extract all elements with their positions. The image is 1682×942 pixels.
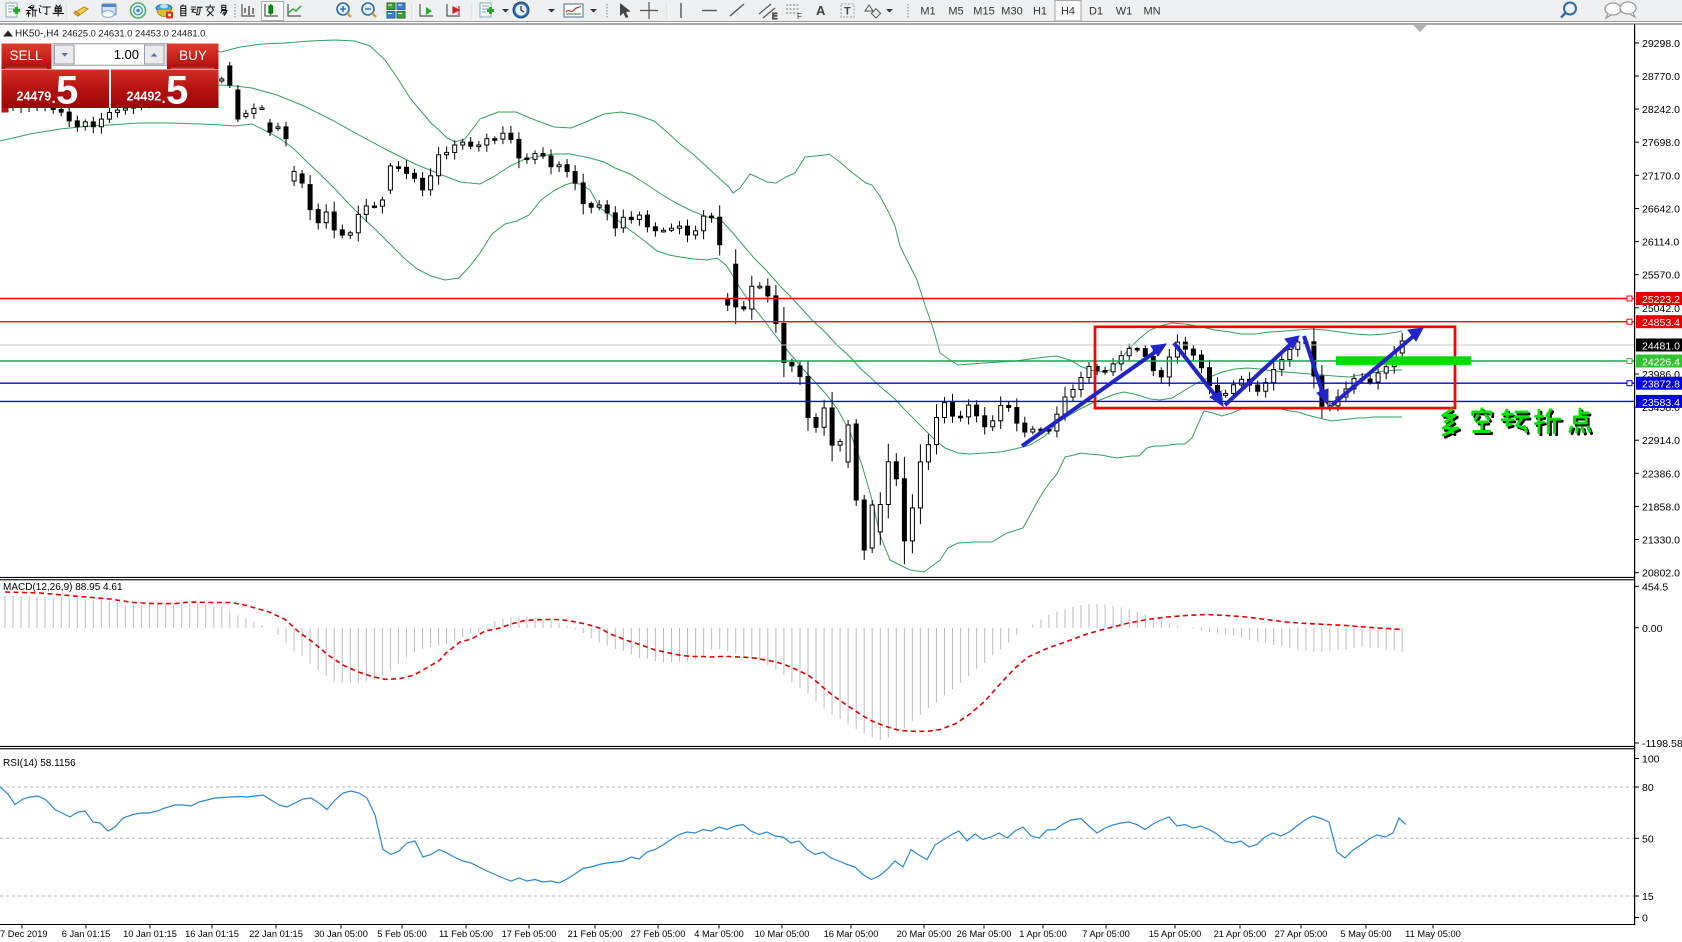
svg-text:MN: MN <box>1143 6 1160 18</box>
svg-text:26114.0: 26114.0 <box>1642 237 1679 249</box>
svg-text:27 Apr 05:00: 27 Apr 05:00 <box>1275 929 1328 939</box>
svg-text:30 Jan 05:00: 30 Jan 05:00 <box>314 929 368 939</box>
svg-text:SELL: SELL <box>9 48 43 63</box>
svg-text:28770.0: 28770.0 <box>1642 71 1680 83</box>
svg-text:HK50-,H4: HK50-,H4 <box>15 29 59 40</box>
svg-text:-1198.58: -1198.58 <box>1642 738 1682 750</box>
svg-text:F: F <box>797 12 802 21</box>
svg-text:6 Jan 01:15: 6 Jan 01:15 <box>62 929 111 939</box>
svg-text:M5: M5 <box>948 6 963 18</box>
svg-text:BUY: BUY <box>179 48 207 63</box>
svg-text:MACD(12,26,9) 88.95 4.61: MACD(12,26,9) 88.95 4.61 <box>3 582 123 593</box>
svg-text:21 Feb 05:00: 21 Feb 05:00 <box>568 929 623 939</box>
svg-text:5: 5 <box>166 69 188 113</box>
svg-text:11 May 05:00: 11 May 05:00 <box>1405 929 1461 939</box>
svg-text:.: . <box>52 90 56 107</box>
svg-text:T: T <box>844 6 851 18</box>
svg-text:20802.0: 20802.0 <box>1642 568 1680 580</box>
svg-text:4 Mar 05:00: 4 Mar 05:00 <box>694 929 744 939</box>
svg-text:24479: 24479 <box>17 90 52 104</box>
svg-text:7 Apr 05:00: 7 Apr 05:00 <box>1082 929 1130 939</box>
svg-text:H1: H1 <box>1033 6 1047 18</box>
svg-text:22386.0: 22386.0 <box>1642 468 1680 480</box>
svg-text:.: . <box>162 90 166 107</box>
svg-text:25570.0: 25570.0 <box>1642 270 1680 282</box>
svg-text:24853.4: 24853.4 <box>1642 317 1680 329</box>
svg-text:80: 80 <box>1642 782 1654 794</box>
svg-text:5 Feb 05:00: 5 Feb 05:00 <box>377 929 427 939</box>
svg-text:5 May 05:00: 5 May 05:00 <box>1340 929 1391 939</box>
svg-text:0.00: 0.00 <box>1642 623 1663 635</box>
svg-text:25223.2: 25223.2 <box>1642 294 1680 306</box>
svg-text:H4: H4 <box>1061 6 1075 18</box>
svg-text:10 Jan 01:15: 10 Jan 01:15 <box>123 929 177 939</box>
svg-text:23583.4: 23583.4 <box>1642 397 1680 409</box>
svg-text:24226.4: 24226.4 <box>1642 357 1680 369</box>
svg-text:M30: M30 <box>1001 6 1022 18</box>
svg-text:W1: W1 <box>1116 6 1133 18</box>
svg-text:27 Feb 05:00: 27 Feb 05:00 <box>631 929 686 939</box>
svg-text:A: A <box>816 3 826 18</box>
svg-text:1.00: 1.00 <box>114 47 139 62</box>
svg-text:24481.0: 24481.0 <box>1642 341 1680 353</box>
svg-text:7 Dec 2019: 7 Dec 2019 <box>0 929 48 939</box>
svg-text:21330.0: 21330.0 <box>1642 535 1680 547</box>
svg-text:RSI(14) 58.1156: RSI(14) 58.1156 <box>3 758 76 769</box>
svg-text:50: 50 <box>1642 833 1654 845</box>
svg-text:100: 100 <box>1642 754 1660 766</box>
svg-text:5: 5 <box>56 69 78 113</box>
svg-text:15 Apr 05:00: 15 Apr 05:00 <box>1149 929 1202 939</box>
svg-text:29298.0: 29298.0 <box>1642 38 1680 50</box>
svg-text:21 Apr 05:00: 21 Apr 05:00 <box>1214 929 1267 939</box>
svg-text:27698.0: 27698.0 <box>1642 137 1680 149</box>
svg-text:22914.0: 22914.0 <box>1642 435 1680 447</box>
svg-text:27170.0: 27170.0 <box>1642 170 1680 182</box>
svg-text:20 Mar 05:00: 20 Mar 05:00 <box>897 929 952 939</box>
svg-text:D1: D1 <box>1089 6 1103 18</box>
svg-text:16 Jan 01:15: 16 Jan 01:15 <box>185 929 239 939</box>
svg-text:M15: M15 <box>973 6 994 18</box>
svg-text:26 Mar 05:00: 26 Mar 05:00 <box>957 929 1012 939</box>
svg-text:28242.0: 28242.0 <box>1642 104 1680 116</box>
svg-text:24492: 24492 <box>127 90 162 104</box>
svg-text:1 Apr 05:00: 1 Apr 05:00 <box>1019 929 1067 939</box>
svg-text:11 Feb 05:00: 11 Feb 05:00 <box>439 929 493 939</box>
svg-text:17 Feb 05:00: 17 Feb 05:00 <box>502 929 557 939</box>
svg-text:22 Jan 01:15: 22 Jan 01:15 <box>249 929 303 939</box>
svg-text:E: E <box>772 12 777 21</box>
svg-text:10 Mar 05:00: 10 Mar 05:00 <box>755 929 810 939</box>
svg-text:23872.8: 23872.8 <box>1642 379 1680 391</box>
svg-text:454.5: 454.5 <box>1642 581 1668 593</box>
svg-text:0: 0 <box>1642 913 1648 925</box>
svg-text:24625.0 24631.0 24453.0 24481.: 24625.0 24631.0 24453.0 24481.0 <box>62 28 205 39</box>
svg-text:15: 15 <box>1642 891 1654 903</box>
svg-text:25042.0: 25042.0 <box>1642 303 1680 315</box>
svg-text:M1: M1 <box>920 6 935 18</box>
svg-text:21858.0: 21858.0 <box>1642 501 1680 513</box>
svg-text:16 Mar 05:00: 16 Mar 05:00 <box>824 929 879 939</box>
svg-text:26642.0: 26642.0 <box>1642 204 1680 216</box>
